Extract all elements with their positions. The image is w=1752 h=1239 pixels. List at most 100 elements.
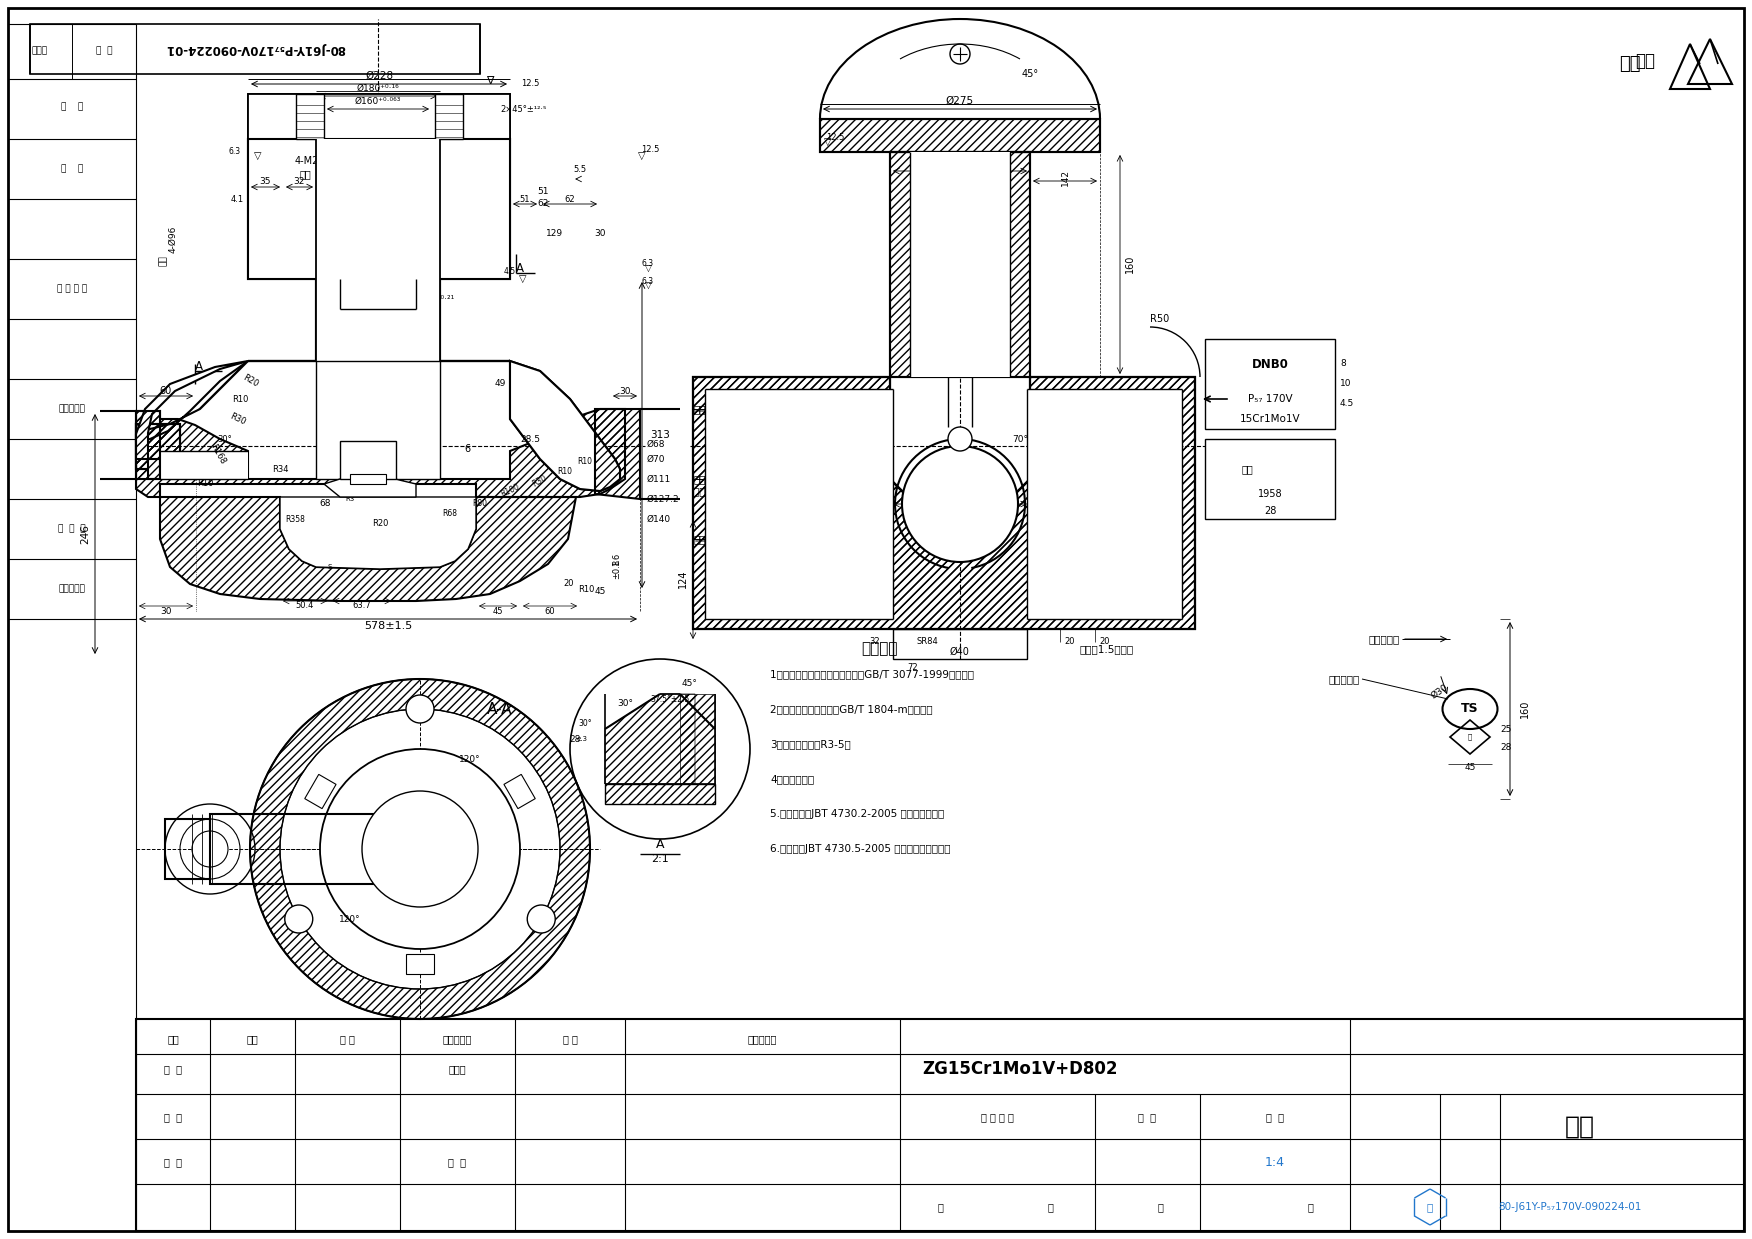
Text: 技术要求: 技术要求 (862, 642, 899, 657)
Text: 45: 45 (1465, 762, 1475, 772)
Text: R10: R10 (557, 467, 573, 476)
Text: 6.3: 6.3 (356, 256, 370, 265)
Text: 63.7: 63.7 (352, 601, 371, 611)
Circle shape (948, 427, 972, 451)
Text: 2×45°±¹²·⁵: 2×45°±¹²·⁵ (499, 104, 547, 114)
Text: 160: 160 (1521, 700, 1529, 719)
Text: 6.3: 6.3 (364, 213, 377, 222)
Text: Ø275: Ø275 (946, 95, 974, 107)
Text: 20: 20 (1065, 638, 1076, 647)
Text: Ø30: Ø30 (1430, 681, 1451, 700)
Text: 阀体上平面: 阀体上平面 (1328, 674, 1360, 684)
Text: 铸商标面: 铸商标面 (694, 404, 718, 414)
Text: 51: 51 (520, 195, 531, 203)
Text: Ø111: Ø111 (646, 475, 671, 483)
Text: R100: R100 (499, 483, 520, 499)
Bar (165, 819, 210, 878)
Text: 30: 30 (618, 387, 631, 395)
Text: 设  计: 设 计 (165, 1064, 182, 1074)
Text: 工  艺: 工 艺 (165, 1157, 182, 1167)
Bar (704, 389, 894, 620)
Text: 1.6: 1.6 (613, 553, 622, 566)
Text: 审  核: 审 核 (165, 1111, 182, 1123)
Bar (315, 139, 440, 279)
Polygon shape (280, 497, 477, 569)
Text: 125: 125 (951, 506, 969, 515)
Text: 2、未注加工尺寸公差按GB/T 1804-m的规定。: 2、未注加工尺寸公差按GB/T 1804-m的规定。 (769, 704, 932, 714)
Text: ∇: ∇ (487, 76, 494, 85)
Text: 炉号: 炉号 (1240, 463, 1253, 475)
Text: 铸环球1.5号商标: 铸环球1.5号商标 (1079, 644, 1134, 654)
Polygon shape (249, 139, 510, 361)
Bar (30, 24, 480, 74)
Bar (909, 152, 1009, 377)
Text: 件  登  记: 件 登 记 (58, 524, 86, 534)
Text: 37.5°±2.5: 37.5°±2.5 (650, 695, 690, 704)
Text: 60: 60 (545, 607, 555, 616)
Polygon shape (505, 774, 536, 809)
Text: 阀体: 阀体 (1565, 1115, 1594, 1139)
Bar (894, 629, 1027, 659)
Text: 142: 142 (1060, 169, 1069, 186)
Text: 更改文件号: 更改文件号 (442, 1035, 471, 1044)
Text: 张: 张 (1307, 1202, 1312, 1212)
Text: 160: 160 (1125, 255, 1135, 273)
Circle shape (406, 695, 434, 724)
Text: A: A (517, 263, 524, 275)
Text: ZG15Cr1Mo1V+D802: ZG15Cr1Mo1V+D802 (922, 1061, 1118, 1078)
Text: 日  期: 日 期 (96, 47, 112, 56)
Bar (315, 361, 440, 479)
Text: 档案员: 档案员 (32, 47, 47, 56)
Text: Ø70: Ø70 (646, 455, 666, 463)
Text: 28.5: 28.5 (520, 435, 540, 444)
Text: 70°: 70° (1013, 435, 1028, 444)
Text: 246: 246 (81, 524, 89, 544)
Text: 批  准: 批 准 (449, 1157, 466, 1167)
Text: R10: R10 (196, 479, 214, 488)
Text: 28: 28 (569, 735, 580, 743)
Text: 均布: 均布 (300, 169, 312, 178)
Text: 12.5: 12.5 (825, 133, 844, 141)
Text: Ø180⁺⁰·¹⁶: Ø180⁺⁰·¹⁶ (357, 83, 399, 93)
Text: 578±1.5: 578±1.5 (364, 621, 412, 631)
Text: Ø115: Ø115 (408, 875, 433, 883)
Text: 1:4: 1:4 (1265, 1156, 1284, 1168)
Text: 4.5: 4.5 (505, 266, 517, 275)
Bar (820, 119, 1100, 152)
Text: 铸字面: 铸字面 (694, 534, 711, 544)
Text: ▽: ▽ (519, 274, 527, 284)
Text: TS: TS (1461, 703, 1479, 715)
Text: 标记: 标记 (166, 1035, 179, 1044)
Polygon shape (137, 424, 180, 470)
Text: 51: 51 (538, 187, 548, 196)
Polygon shape (137, 361, 249, 479)
Text: 4-M20×3-6H: 4-M20×3-6H (294, 156, 357, 166)
Text: ▽: ▽ (823, 138, 832, 147)
Text: ▽: ▽ (410, 261, 417, 271)
Text: 28: 28 (1500, 742, 1512, 752)
Text: R358: R358 (286, 514, 305, 524)
Text: 72: 72 (908, 663, 918, 672)
Text: 49: 49 (494, 379, 506, 389)
Text: 20: 20 (564, 580, 575, 589)
Text: S: S (328, 564, 333, 570)
Polygon shape (510, 361, 620, 491)
Text: 4.5: 4.5 (1340, 399, 1354, 409)
Text: 45: 45 (594, 586, 606, 596)
Text: 25: 25 (1500, 725, 1512, 733)
Bar (249, 94, 510, 139)
Text: DNB0: DNB0 (1251, 358, 1288, 370)
Bar (434, 94, 463, 139)
Text: P₅₇ 170V: P₅₇ 170V (1247, 394, 1293, 404)
Text: Ø140: Ø140 (646, 514, 671, 524)
Text: 5.无损检测按JBT 4730.2-2005 进行射线探伤。: 5.无损检测按JBT 4730.2-2005 进行射线探伤。 (769, 809, 944, 819)
Circle shape (193, 831, 228, 867)
Text: 年、月、日: 年、月、日 (748, 1035, 776, 1044)
Text: 6.3: 6.3 (406, 256, 420, 265)
Text: 厚度≥2  HRC≥40: 厚度≥2 HRC≥40 (694, 486, 771, 496)
Circle shape (527, 904, 555, 933)
Polygon shape (137, 409, 625, 497)
Text: 其余: 其余 (1619, 55, 1642, 73)
Text: R10: R10 (231, 394, 249, 404)
Text: 45°: 45° (1021, 69, 1039, 79)
